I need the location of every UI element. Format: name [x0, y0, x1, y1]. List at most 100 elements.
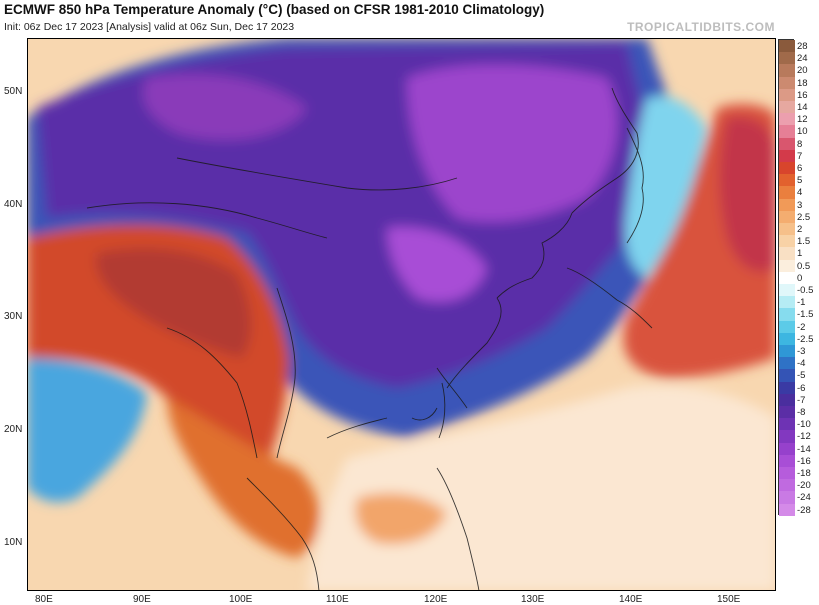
colorbar-swatch [779, 223, 795, 236]
lon-label: 150E [717, 594, 741, 605]
map-subtitle: Init: 06z Dec 17 2023 [Analysis] valid a… [4, 21, 295, 33]
lon-label: 100E [229, 594, 253, 605]
colorbar-label: 3 [797, 199, 803, 211]
colorbar-swatch [779, 393, 795, 407]
cold-anomaly-east-japan [625, 96, 707, 278]
lon-label: 130E [521, 594, 545, 605]
colorbar-swatch [779, 479, 795, 492]
colorbar-label: 8 [797, 138, 803, 150]
warm-anomaly-tibet-core [96, 248, 252, 358]
colorbar-label: -10 [797, 419, 811, 431]
warm-anomaly-pacific-core [719, 117, 776, 272]
colorbar-swatch [779, 210, 795, 224]
colorbar-label: 2 [797, 224, 803, 235]
colorbar-label: -14 [797, 443, 811, 455]
colorbar-label: -28 [797, 504, 811, 516]
colorbar-swatch [779, 174, 795, 187]
lat-label: 10N [4, 537, 23, 548]
warm-anomaly-south-sea [355, 493, 447, 545]
colorbar-swatch [779, 320, 795, 334]
colorbar-swatch [779, 308, 795, 322]
colorbar-swatch [779, 381, 795, 395]
colorbar-label: -18 [797, 468, 811, 479]
cold-anomaly-magenta-3 [143, 74, 307, 140]
lat-label: 20N [4, 424, 23, 435]
colorbar-swatch [779, 186, 795, 200]
colorbar-label: -2.5 [797, 333, 814, 345]
colorbar-label: -2 [797, 321, 806, 333]
colorbar-label: -8 [797, 407, 806, 418]
colorbar-label: 18 [797, 77, 808, 89]
cold-anomaly-magenta-2 [387, 227, 487, 302]
colorbar-swatch [779, 137, 795, 151]
lon-label: 110E [326, 594, 349, 605]
colorbar-swatch [779, 332, 795, 346]
country-borders [86, 87, 653, 591]
map-frame [27, 38, 776, 591]
lat-label: 50N [4, 86, 23, 97]
colorbar-swatch [779, 369, 795, 383]
colorbar-swatch [779, 418, 795, 431]
colorbar-swatch [779, 357, 795, 370]
colorbar-swatch [779, 271, 795, 285]
cold-anomaly-india [27, 358, 147, 503]
lat-label: 30N [4, 311, 23, 322]
lon-label: 120E [424, 594, 448, 605]
colorbar-label: -0.5 [797, 285, 814, 296]
colorbar-swatch [779, 454, 795, 468]
colorbar-label: 20 [797, 65, 808, 77]
colorbar-swatch [779, 76, 795, 90]
cold-anomaly-magenta-1 [407, 64, 618, 222]
colorbar-label: -4 [797, 358, 806, 370]
colorbar-swatch [779, 503, 795, 517]
colorbar-swatch [779, 101, 795, 114]
colorbar-label: 14 [797, 102, 808, 113]
colorbar-label: -3 [797, 346, 806, 357]
colorbar-label: 0 [797, 272, 803, 284]
neutral-tropics [307, 385, 776, 591]
colorbar-swatch [779, 247, 795, 261]
colorbar-label: 10 [797, 126, 808, 138]
colorbar-swatch [779, 284, 795, 297]
colorbar-swatch [779, 40, 795, 53]
colorbar-label: -6 [797, 382, 806, 394]
colorbar-label: -1 [797, 297, 806, 309]
colorbar-label: 12 [797, 114, 808, 126]
colorbar-label: 1.5 [797, 236, 811, 248]
colorbar-swatch [779, 467, 795, 480]
colorbar-label: -16 [797, 455, 811, 467]
colorbar-label: 6 [797, 163, 803, 174]
colorbar-label: 16 [797, 89, 808, 101]
colorbar-label: 28 [797, 41, 808, 52]
lat-label: 40N [4, 199, 23, 210]
colorbar-label: -7 [797, 394, 806, 406]
colorbar-swatch [779, 235, 795, 248]
lon-label: 90E [133, 594, 151, 605]
colorbar [778, 39, 795, 517]
colorbar-label: -24 [797, 492, 811, 504]
colorbar-swatch [779, 88, 795, 102]
colorbar-swatch [779, 52, 795, 65]
colorbar-label: -20 [797, 480, 811, 492]
colorbar-swatch [779, 125, 795, 139]
colorbar-label: -5 [797, 370, 806, 382]
warm-anomaly-indochina [167, 398, 320, 558]
source-watermark: TROPICALTIDBITS.COM [627, 20, 775, 34]
colorbar-label: 0.5 [797, 260, 811, 272]
colorbar-swatch [779, 259, 795, 273]
colorbar-swatch [779, 198, 795, 212]
colorbar-label: 24 [797, 53, 808, 65]
colorbar-swatch [779, 406, 795, 419]
colorbar-swatch [779, 491, 795, 505]
temperature-anomaly-map [27, 38, 776, 591]
colorbar-swatch [779, 296, 795, 309]
colorbar-label: 5 [797, 175, 803, 187]
colorbar-swatch [779, 149, 795, 163]
colorbar-label: 2.5 [797, 211, 811, 223]
lon-label: 140E [619, 594, 643, 605]
colorbar-label: -1.5 [797, 309, 814, 321]
colorbar-label: 1 [797, 248, 803, 260]
colorbar-swatch [779, 430, 795, 444]
map-title: ECMWF 850 hPa Temperature Anomaly (°C) (… [4, 2, 545, 17]
colorbar-swatch [779, 345, 795, 358]
